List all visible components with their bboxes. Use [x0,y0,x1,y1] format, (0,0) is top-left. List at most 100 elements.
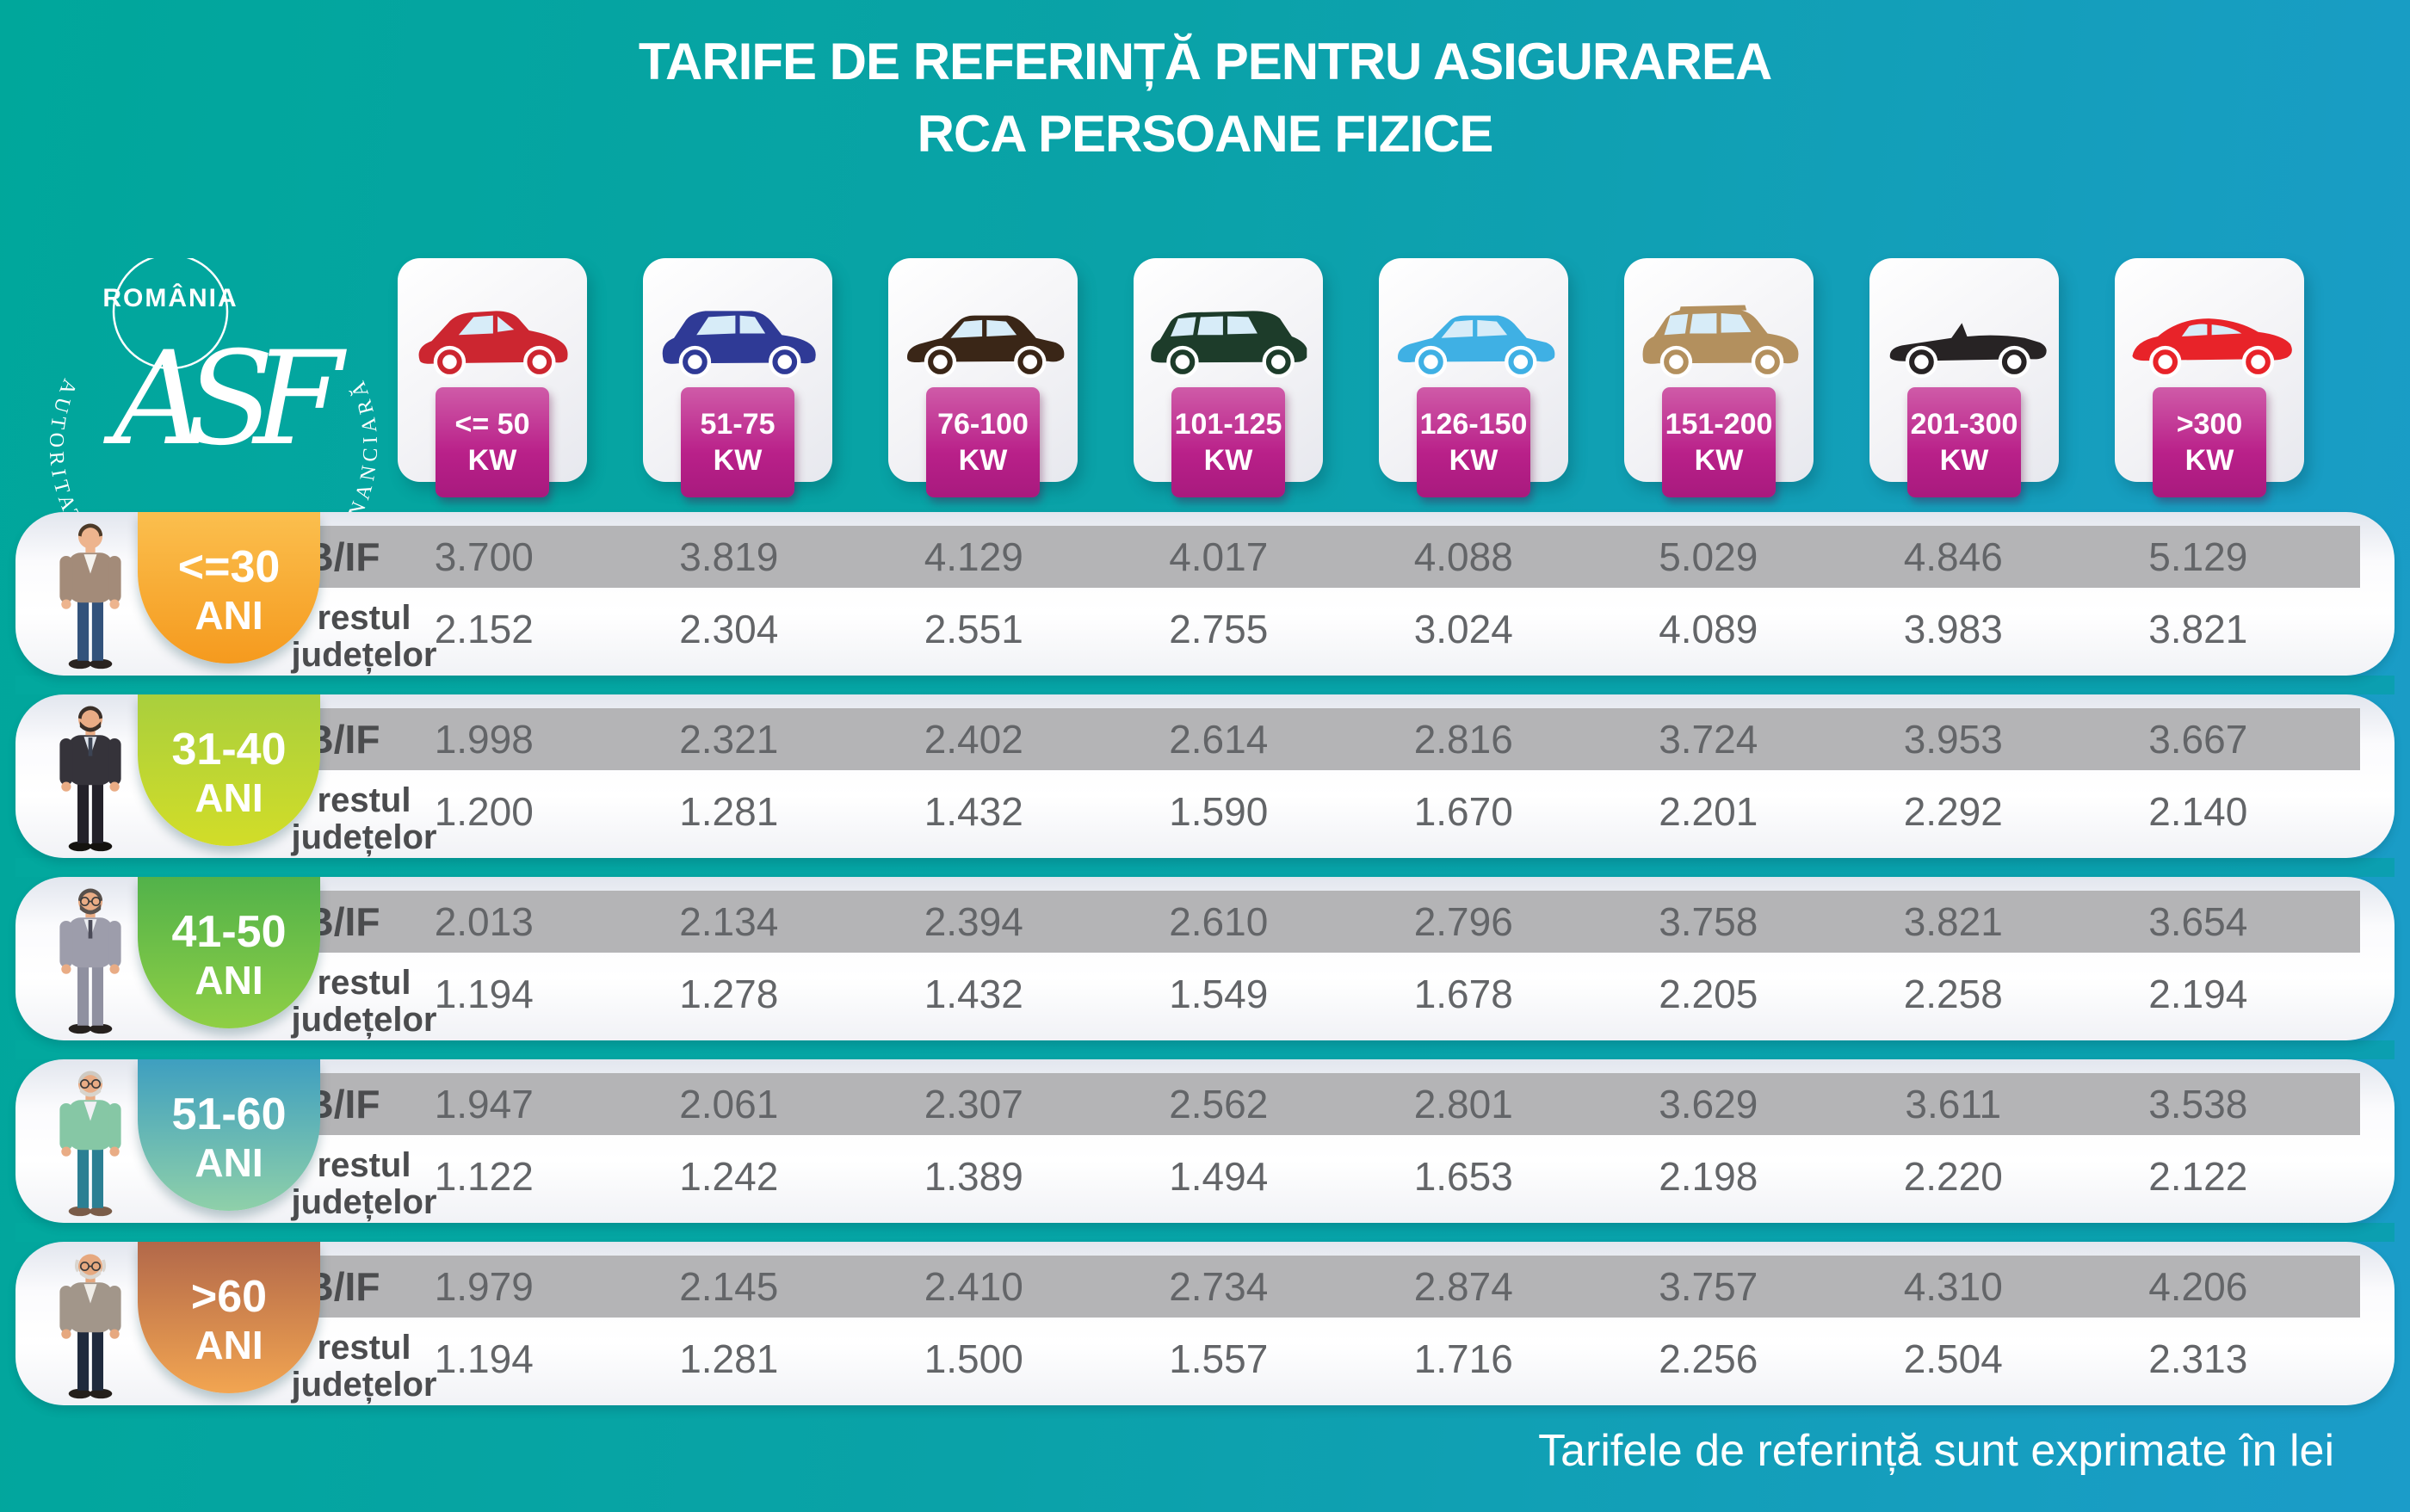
region-label-rest: restul județelor [291,1146,437,1221]
age-range-label: 31-40 [171,725,287,775]
tariff-value: 2.201 [1659,789,1758,834]
tariff-value: 1.947 [434,1082,534,1126]
tariff-row-3140: 31-40 ANI B/IF restul județelor 1.998 2.321 2.… [15,694,2395,858]
row-divider [15,1040,2395,1059]
tariff-value: 2.801 [1413,1082,1513,1126]
tariff-value: 2.614 [1169,717,1269,762]
kw-unit-label: KW [1203,444,1253,477]
age-unit-label: ANI [195,1140,263,1185]
kw-range-label: 151-200 [1665,408,1773,441]
kw-range-label: 126-150 [1419,408,1528,441]
kw-unit-label: KW [713,444,763,477]
tariff-rows: <=30 ANI B/IF restul județelor 3.700 3.819 4.1… [15,512,2395,1405]
large-suv-icon [1642,305,1799,379]
tariff-value: 1.194 [434,1336,534,1381]
tariff-value: 2.307 [924,1082,1023,1126]
kw-unit-label: KW [958,444,1008,477]
tariff-value: 1.549 [1169,972,1269,1016]
tariff-value: 2.134 [679,899,779,944]
tariff-value: 1.678 [1413,972,1513,1016]
tariff-row-4150: 41-50 ANI B/IF restul județelor 2.013 2.134 2.… [15,877,2395,1040]
kw-unit-label: KW [2184,444,2234,477]
tariff-value: 1.200 [434,789,534,834]
sedan-blue-icon [1398,315,1555,379]
age-unit-label: ANI [195,958,263,1003]
sedan-icon [907,315,1065,379]
tariff-value: 4.088 [1413,534,1513,579]
tariff-value: 2.145 [679,1264,779,1309]
kw-range-label: 51-75 [700,408,776,441]
kw-range-label: 101-125 [1174,408,1282,441]
asf-logo: ROMÂNIA ASF AUTORITATEA DE SUPRAVEGHERE … [45,258,380,551]
tariff-value: 2.292 [1903,789,2003,834]
kw-range-badge: 151-200 KW [1662,387,1776,497]
bif-band [258,1073,2360,1135]
tariff-value: 4.206 [2148,1264,2248,1309]
tariff-value: 1.494 [1169,1154,1269,1199]
tariff-value: 2.394 [924,899,1023,944]
rest-values: 1.194 1.278 1.432 1.549 1.678 2.205 2.258 2.194 [362,963,2320,1025]
title-line2: RCA PERSOANE FIZICE [917,105,1494,163]
tariff-value: 2.610 [1169,899,1269,944]
page-title: TARIFE DE REFERINȚĂ PENTRU ASIGURAREA RC… [0,26,2410,170]
age-unit-label: ANI [195,1323,263,1367]
age-range-label: >60 [190,1272,268,1322]
age-unit-label: ANI [195,775,263,820]
vehicle-class-header: <= 50 KW 51-75 KW 76-100 KW 101-125 KW 126-150 KW… [398,258,2304,497]
kw-unit-label: KW [467,444,517,477]
rest-values: 1.122 1.242 1.389 1.494 1.653 2.198 2.220 2.122 [362,1145,2320,1207]
tariff-value: 3.983 [1903,607,2003,651]
kw-range-badge: <= 50 KW [436,387,549,497]
tariff-value: 3.611 [1905,1082,2002,1126]
tariff-value: 2.562 [1169,1082,1269,1126]
tariff-value: 2.220 [1903,1154,2003,1199]
tariff-value: 4.846 [1903,534,2003,579]
sports-car-icon [2132,318,2292,379]
tariff-value: 1.670 [1413,789,1513,834]
young-man-icon [59,523,121,670]
tariff-row-5160: 51-60 ANI B/IF restul județelor 1.947 2.061 2.… [15,1059,2395,1223]
tariff-value: 3.724 [1659,717,1758,762]
tariff-value: 3.819 [679,534,779,579]
bif-band [258,708,2360,770]
kw-range-label: 201-300 [1910,408,2018,441]
tariff-value: 1.979 [434,1264,534,1309]
kw-range-badge: 126-150 KW [1417,387,1530,497]
tariff-value: 3.024 [1413,607,1513,651]
region-label-rest: restul județelor [291,599,437,674]
kw-range-badge: 76-100 KW [926,387,1040,497]
bif-values: 2.013 2.134 2.394 2.610 2.796 3.758 3.821 3.654 [362,891,2320,953]
age-unit-label: ANI [195,593,263,638]
tariff-value: 3.654 [2148,899,2248,944]
bif-band [258,526,2360,588]
tariff-value: 3.700 [434,534,534,579]
age-group-badge: 31-40 ANI [138,694,320,846]
vehicle-card-6: 151-200 KW [1624,258,1814,497]
tariff-value: 1.278 [679,972,779,1016]
tariff-value: 1.389 [924,1154,1023,1199]
tariff-value: 1.242 [679,1154,779,1199]
tariff-value: 3.538 [2148,1082,2248,1126]
tariff-value: 3.667 [2148,717,2248,762]
logo-monogram: ASF [102,324,347,474]
tariff-value: 4.089 [1659,607,1758,651]
older-man-icon [59,1071,121,1217]
tariff-value: 1.432 [924,789,1023,834]
tariff-value: 2.122 [2148,1154,2248,1199]
kw-unit-label: KW [1939,444,1989,477]
tariff-value: 1.432 [924,972,1023,1016]
tariff-value: 2.504 [1903,1336,2003,1381]
tariff-value: 2.796 [1413,899,1513,944]
kw-unit-label: KW [1449,444,1499,477]
tariff-value: 1.194 [434,972,534,1016]
tariff-value: 3.629 [1659,1082,1758,1126]
logo-country-label: ROMÂNIA [102,283,238,312]
tariff-value: 2.755 [1169,607,1269,651]
rest-values: 1.200 1.281 1.432 1.590 1.670 2.201 2.292 2.140 [362,781,2320,842]
kw-range-badge: >300 KW [2153,387,2266,497]
tariff-value: 3.758 [1659,899,1758,944]
city-car-icon [418,311,568,379]
row-divider [15,858,2395,877]
tariff-value: 2.410 [924,1264,1023,1309]
tariff-value: 2.140 [2148,789,2248,834]
